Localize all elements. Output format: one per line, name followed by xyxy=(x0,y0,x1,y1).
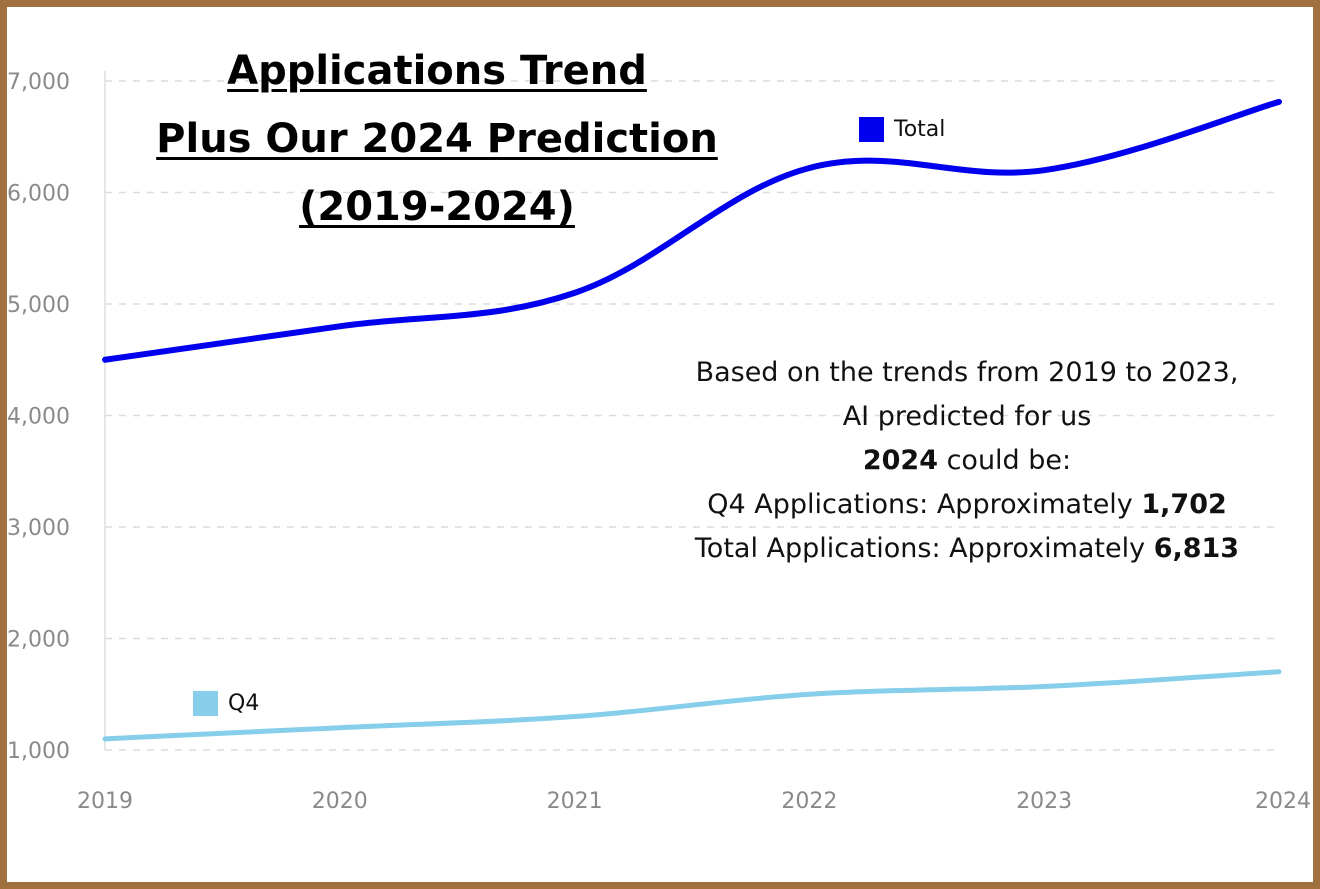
annotation-line-4: Q4 Applications: Approximately 1,702 xyxy=(617,483,1317,527)
legend-swatch-q4 xyxy=(193,691,218,716)
annotation-line-2: AI predicted for us xyxy=(842,401,1092,432)
annotation-q4-value: 1,702 xyxy=(1141,489,1227,520)
y-tick-label: 3,000 xyxy=(7,516,70,541)
annotation-line-3: 2024 could be: xyxy=(617,439,1317,483)
series-line-total xyxy=(102,98,1282,363)
y-tick-label: 5,000 xyxy=(7,293,70,318)
prediction-annotation: Based on the trends from 2019 to 2023, A… xyxy=(617,351,1317,571)
x-tick-label: 2020 xyxy=(312,789,368,814)
legend-label-q4: Q4 xyxy=(228,691,260,716)
annotation-q4-label: Q4 Applications: Approximately xyxy=(707,489,1142,520)
x-tick-label: 2019 xyxy=(77,789,133,814)
y-tick-label: 2,000 xyxy=(7,628,70,653)
title-line-2: Plus Our 2024 Prediction xyxy=(156,116,718,162)
annotation-line-1: Based on the trends from 2019 to 2023, xyxy=(695,357,1239,388)
annotation-total-value: 6,813 xyxy=(1153,533,1240,564)
y-tick-label: 6,000 xyxy=(7,182,70,207)
annotation-total-label: Total Applications: Approximately xyxy=(694,533,1154,564)
title-line-1: Applications Trend xyxy=(227,48,647,94)
x-tick-label: 2021 xyxy=(547,789,603,814)
x-tick-label: 2023 xyxy=(1016,789,1072,814)
line-chart: 1,000 2,000 3,000 4,000 5,000 6,000 7,000 2019 2… xyxy=(7,70,1311,814)
chart-title: Applications Trend Plus Our 2024 Predict… xyxy=(97,37,777,241)
x-tick-label: 2024 xyxy=(1255,789,1311,814)
y-tick-label: 4,000 xyxy=(7,405,70,430)
y-tick-label: 1,000 xyxy=(7,739,70,764)
title-line-3: (2019-2024) xyxy=(299,184,575,230)
annotation-year: 2024 xyxy=(862,445,938,476)
y-tick-label: 7,000 xyxy=(7,70,70,95)
legend-swatch-total xyxy=(859,117,884,142)
legend-q4: Q4 xyxy=(193,691,259,716)
annotation-line-3-rest: could be: xyxy=(938,445,1072,476)
annotation-line-5: Total Applications: Approximately 6,813 xyxy=(617,527,1317,571)
series-line-q4 xyxy=(102,669,1282,742)
x-tick-label: 2022 xyxy=(781,789,837,814)
legend-label-total: Total xyxy=(894,117,946,142)
legend-total: Total xyxy=(859,117,945,142)
